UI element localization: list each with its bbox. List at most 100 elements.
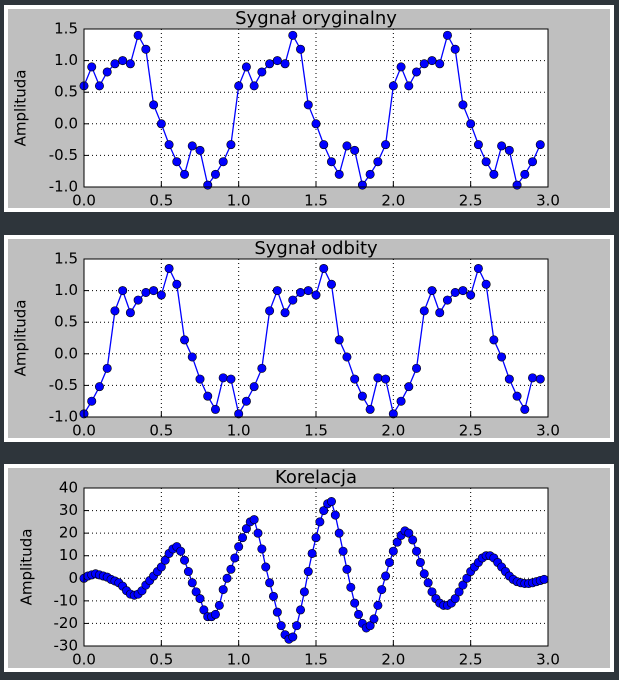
y-tick-label: -0.5: [49, 376, 78, 394]
marker: [419, 59, 429, 69]
marker: [512, 180, 522, 190]
y-tick-label: 0.0: [54, 114, 78, 132]
marker: [218, 157, 228, 167]
marker: [504, 374, 514, 384]
marker: [473, 140, 483, 150]
marker: [466, 119, 476, 129]
marker: [419, 569, 429, 579]
y-tick-label: 1.5: [54, 250, 78, 268]
marker: [94, 382, 104, 392]
marker: [288, 30, 298, 40]
marker: [365, 621, 375, 631]
marker: [195, 374, 205, 384]
marker: [412, 363, 422, 373]
marker: [462, 573, 472, 583]
marker: [319, 506, 329, 516]
marker: [450, 287, 460, 297]
marker: [210, 169, 220, 179]
marker: [210, 609, 220, 619]
marker: [311, 119, 321, 129]
marker: [338, 546, 348, 556]
marker: [249, 382, 259, 392]
marker: [299, 587, 309, 597]
marker: [396, 396, 406, 406]
marker: [381, 374, 391, 384]
marker: [133, 295, 143, 305]
marker: [319, 140, 329, 150]
x-tick-label: 1.0: [227, 651, 251, 669]
plot-area: [84, 29, 548, 187]
marker: [276, 621, 286, 631]
marker: [315, 517, 325, 527]
marker: [187, 352, 197, 362]
marker: [330, 510, 340, 520]
series: [79, 263, 545, 419]
y-axis-label: Amplituda: [12, 300, 30, 377]
marker: [172, 279, 182, 289]
marker: [268, 591, 278, 601]
marker: [180, 335, 190, 345]
marker: [125, 59, 135, 69]
marker: [458, 286, 468, 296]
marker: [388, 409, 398, 419]
marker: [257, 67, 267, 77]
marker: [261, 562, 271, 572]
marker: [342, 141, 352, 151]
marker: [442, 295, 452, 305]
y-tick-label: -20: [54, 614, 79, 632]
chart-title: Sygnał odbity: [254, 238, 378, 259]
marker: [497, 141, 507, 151]
marker: [156, 290, 166, 300]
marker: [388, 81, 398, 91]
marker: [222, 573, 232, 583]
marker: [342, 352, 352, 362]
marker: [326, 497, 336, 507]
marker: [226, 564, 236, 574]
marker: [199, 605, 209, 615]
marker: [450, 44, 460, 54]
marker: [528, 373, 538, 383]
marker: [489, 335, 499, 345]
marker: [292, 621, 302, 631]
marker: [350, 598, 360, 608]
marker: [280, 308, 290, 318]
marker: [381, 571, 391, 581]
marker: [288, 632, 298, 642]
marker: [497, 352, 507, 362]
x-tick-label: 1.0: [227, 192, 251, 210]
marker: [195, 145, 205, 155]
marker: [303, 567, 313, 577]
marker: [307, 548, 317, 558]
marker: [489, 169, 499, 179]
marker: [226, 374, 236, 384]
marker: [373, 373, 383, 383]
y-tick-label: 20: [59, 524, 78, 542]
marker: [435, 308, 445, 318]
x-tick-label: 1.0: [227, 422, 251, 440]
marker: [520, 169, 530, 179]
marker: [458, 580, 468, 590]
marker: [481, 279, 491, 289]
marker: [203, 391, 213, 401]
marker: [319, 263, 329, 273]
marker: [141, 44, 151, 54]
marker: [110, 59, 120, 69]
y-tick-label: 1.0: [54, 51, 78, 69]
marker: [218, 373, 228, 383]
marker: [512, 391, 522, 401]
y-axis-label: Amplituda: [12, 70, 30, 147]
marker: [187, 141, 197, 151]
marker: [466, 290, 476, 300]
marker: [234, 81, 244, 91]
marker: [334, 528, 344, 538]
marker: [504, 145, 514, 155]
x-tick-label: 0.5: [149, 422, 173, 440]
marker: [94, 81, 104, 91]
marker: [125, 308, 135, 318]
marker: [218, 585, 228, 595]
marker: [408, 535, 418, 545]
marker: [419, 306, 429, 316]
x-tick-label: 2.5: [459, 422, 483, 440]
marker: [404, 382, 414, 392]
